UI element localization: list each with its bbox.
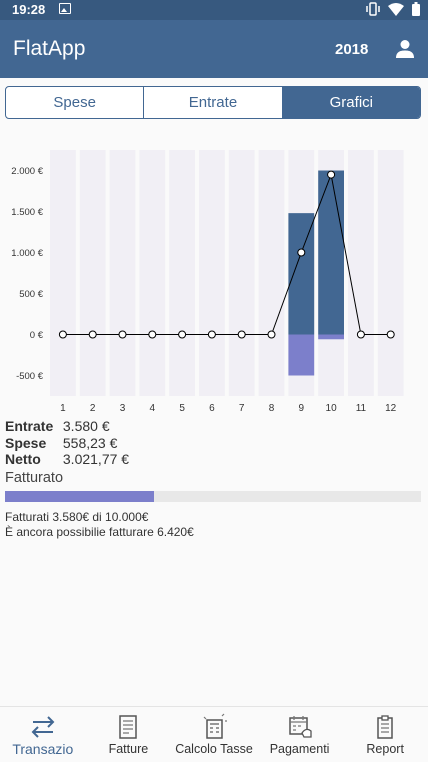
x-tick-label: 9 xyxy=(299,403,305,414)
entrate-label: Entrate xyxy=(5,418,54,434)
income-bar xyxy=(288,213,315,335)
netto-value: 3.021,77 € xyxy=(62,451,130,467)
y-tick-label: 500 € xyxy=(19,289,43,300)
report-icon xyxy=(377,715,393,739)
nav-calcolo-tasse[interactable]: Calcolo Tasse xyxy=(171,707,257,762)
net-point xyxy=(386,330,395,339)
spese-label: Spese xyxy=(5,434,47,451)
expense-bar xyxy=(318,334,344,340)
y-tick-label: -500 € xyxy=(16,371,44,382)
month-column-bg xyxy=(228,150,255,396)
nav-report-label: Report xyxy=(366,742,404,756)
tab-grafici[interactable]: Grafici xyxy=(282,87,420,118)
net-point xyxy=(237,330,246,339)
tab-bar: Spese Entrate Grafici xyxy=(5,86,421,119)
x-tick-label: 10 xyxy=(326,403,338,414)
month-column-bg xyxy=(377,150,404,396)
tab-grafici-label: Grafici xyxy=(329,94,373,111)
month-column-bg xyxy=(348,150,374,396)
nav-fatture[interactable]: Fatture xyxy=(86,707,172,762)
month-column-bg xyxy=(139,150,166,396)
fatturato-title: Fatturato xyxy=(5,470,64,486)
spese-value: 558,23 € xyxy=(62,434,118,451)
account-icon[interactable] xyxy=(393,37,417,61)
tab-entrate-label: Entrate xyxy=(188,94,238,111)
nav-pagamenti-label: Pagamenti xyxy=(269,742,330,756)
income-bar xyxy=(318,170,344,335)
vibrate-icon xyxy=(366,2,380,16)
month-column-bg xyxy=(169,150,195,396)
x-tick-label: 1 xyxy=(60,403,66,414)
net-point xyxy=(58,330,67,339)
status-time: 19:28 xyxy=(12,2,46,17)
bottom-nav: Transazio Fatture Calcolo Tasse Pagament… xyxy=(0,706,428,762)
x-tick-label: 8 xyxy=(269,403,275,414)
net-point xyxy=(356,330,365,339)
x-tick-label: 6 xyxy=(209,403,215,414)
app-bar: FlatApp 2018 xyxy=(0,20,428,78)
entrate-value: 3.580 € xyxy=(62,418,110,434)
nav-pagamenti[interactable]: Pagamenti xyxy=(257,707,343,762)
wifi-icon xyxy=(388,2,404,16)
net-point xyxy=(297,248,306,257)
payment-calendar-icon xyxy=(288,716,312,738)
status-icons xyxy=(366,2,420,16)
net-point xyxy=(148,330,157,339)
invoice-icon xyxy=(119,715,138,739)
tab-entrate[interactable]: Entrate xyxy=(144,87,283,118)
year-selector[interactable]: 2018 xyxy=(335,41,369,58)
net-point xyxy=(327,170,336,179)
x-tick-label: 3 xyxy=(120,403,126,414)
x-tick-label: 5 xyxy=(179,403,185,414)
image-notification-icon xyxy=(59,3,71,14)
fatturato-progress-fill xyxy=(5,491,154,502)
battery-icon xyxy=(412,2,420,16)
swap-arrows-icon xyxy=(31,716,55,738)
summary-netto: Netto 3.021,77 € xyxy=(5,451,129,468)
calculator-icon xyxy=(203,713,227,739)
x-tick-label: 4 xyxy=(150,403,156,414)
summary-spese: Spese 558,23 € xyxy=(5,435,129,452)
net-point xyxy=(207,330,216,339)
app-title: FlatApp xyxy=(13,37,86,60)
monthly-chart: 2.000 €1.500 €1.000 €500 €0 €-500 €1 2 3 4 5… xyxy=(11,150,404,414)
x-tick-label: 7 xyxy=(239,403,245,414)
netto-label: Netto xyxy=(5,451,41,467)
expense-bar xyxy=(288,334,315,376)
month-column-bg xyxy=(79,150,106,396)
tab-spese[interactable]: Spese xyxy=(6,87,145,118)
nav-calcolo-tasse-label: Calcolo Tasse xyxy=(175,742,253,756)
status-bar: 19:28 xyxy=(0,0,428,20)
nav-report[interactable]: Report xyxy=(342,707,428,762)
y-tick-label: 1.500 € xyxy=(11,207,43,218)
summary: Entrate 3.580 € Spese 558,23 € Netto 3.0… xyxy=(5,418,129,468)
net-point xyxy=(178,330,187,339)
tab-spese-label: Spese xyxy=(53,94,96,111)
fatturato-line-1: Fatturati 3.580€ di 10.000€ xyxy=(5,510,149,524)
fatturato-progress-bar xyxy=(5,491,421,502)
y-tick-label: 0 € xyxy=(30,330,44,341)
net-point xyxy=(267,330,276,339)
net-point xyxy=(118,330,127,339)
month-column-bg xyxy=(258,150,285,396)
summary-entrate: Entrate 3.580 € xyxy=(5,418,129,435)
month-column-bg xyxy=(199,150,225,396)
month-column-bg xyxy=(109,150,136,396)
nav-transazioni-label: Transazio xyxy=(12,741,74,757)
net-point xyxy=(88,330,97,339)
nav-transazioni[interactable]: Transazio xyxy=(0,707,86,762)
x-tick-label: 2 xyxy=(90,403,96,414)
fatturato-line-2: È ancora possibilie fatturare 6.420€ xyxy=(5,525,194,539)
x-tick-label: 12 xyxy=(385,403,397,414)
y-tick-label: 2.000 € xyxy=(11,166,43,177)
month-column-bg xyxy=(50,150,76,396)
net-line xyxy=(62,172,391,335)
y-tick-label: 1.000 € xyxy=(11,248,43,259)
nav-fatture-label: Fatture xyxy=(108,742,149,756)
x-tick-label: 11 xyxy=(356,403,367,414)
